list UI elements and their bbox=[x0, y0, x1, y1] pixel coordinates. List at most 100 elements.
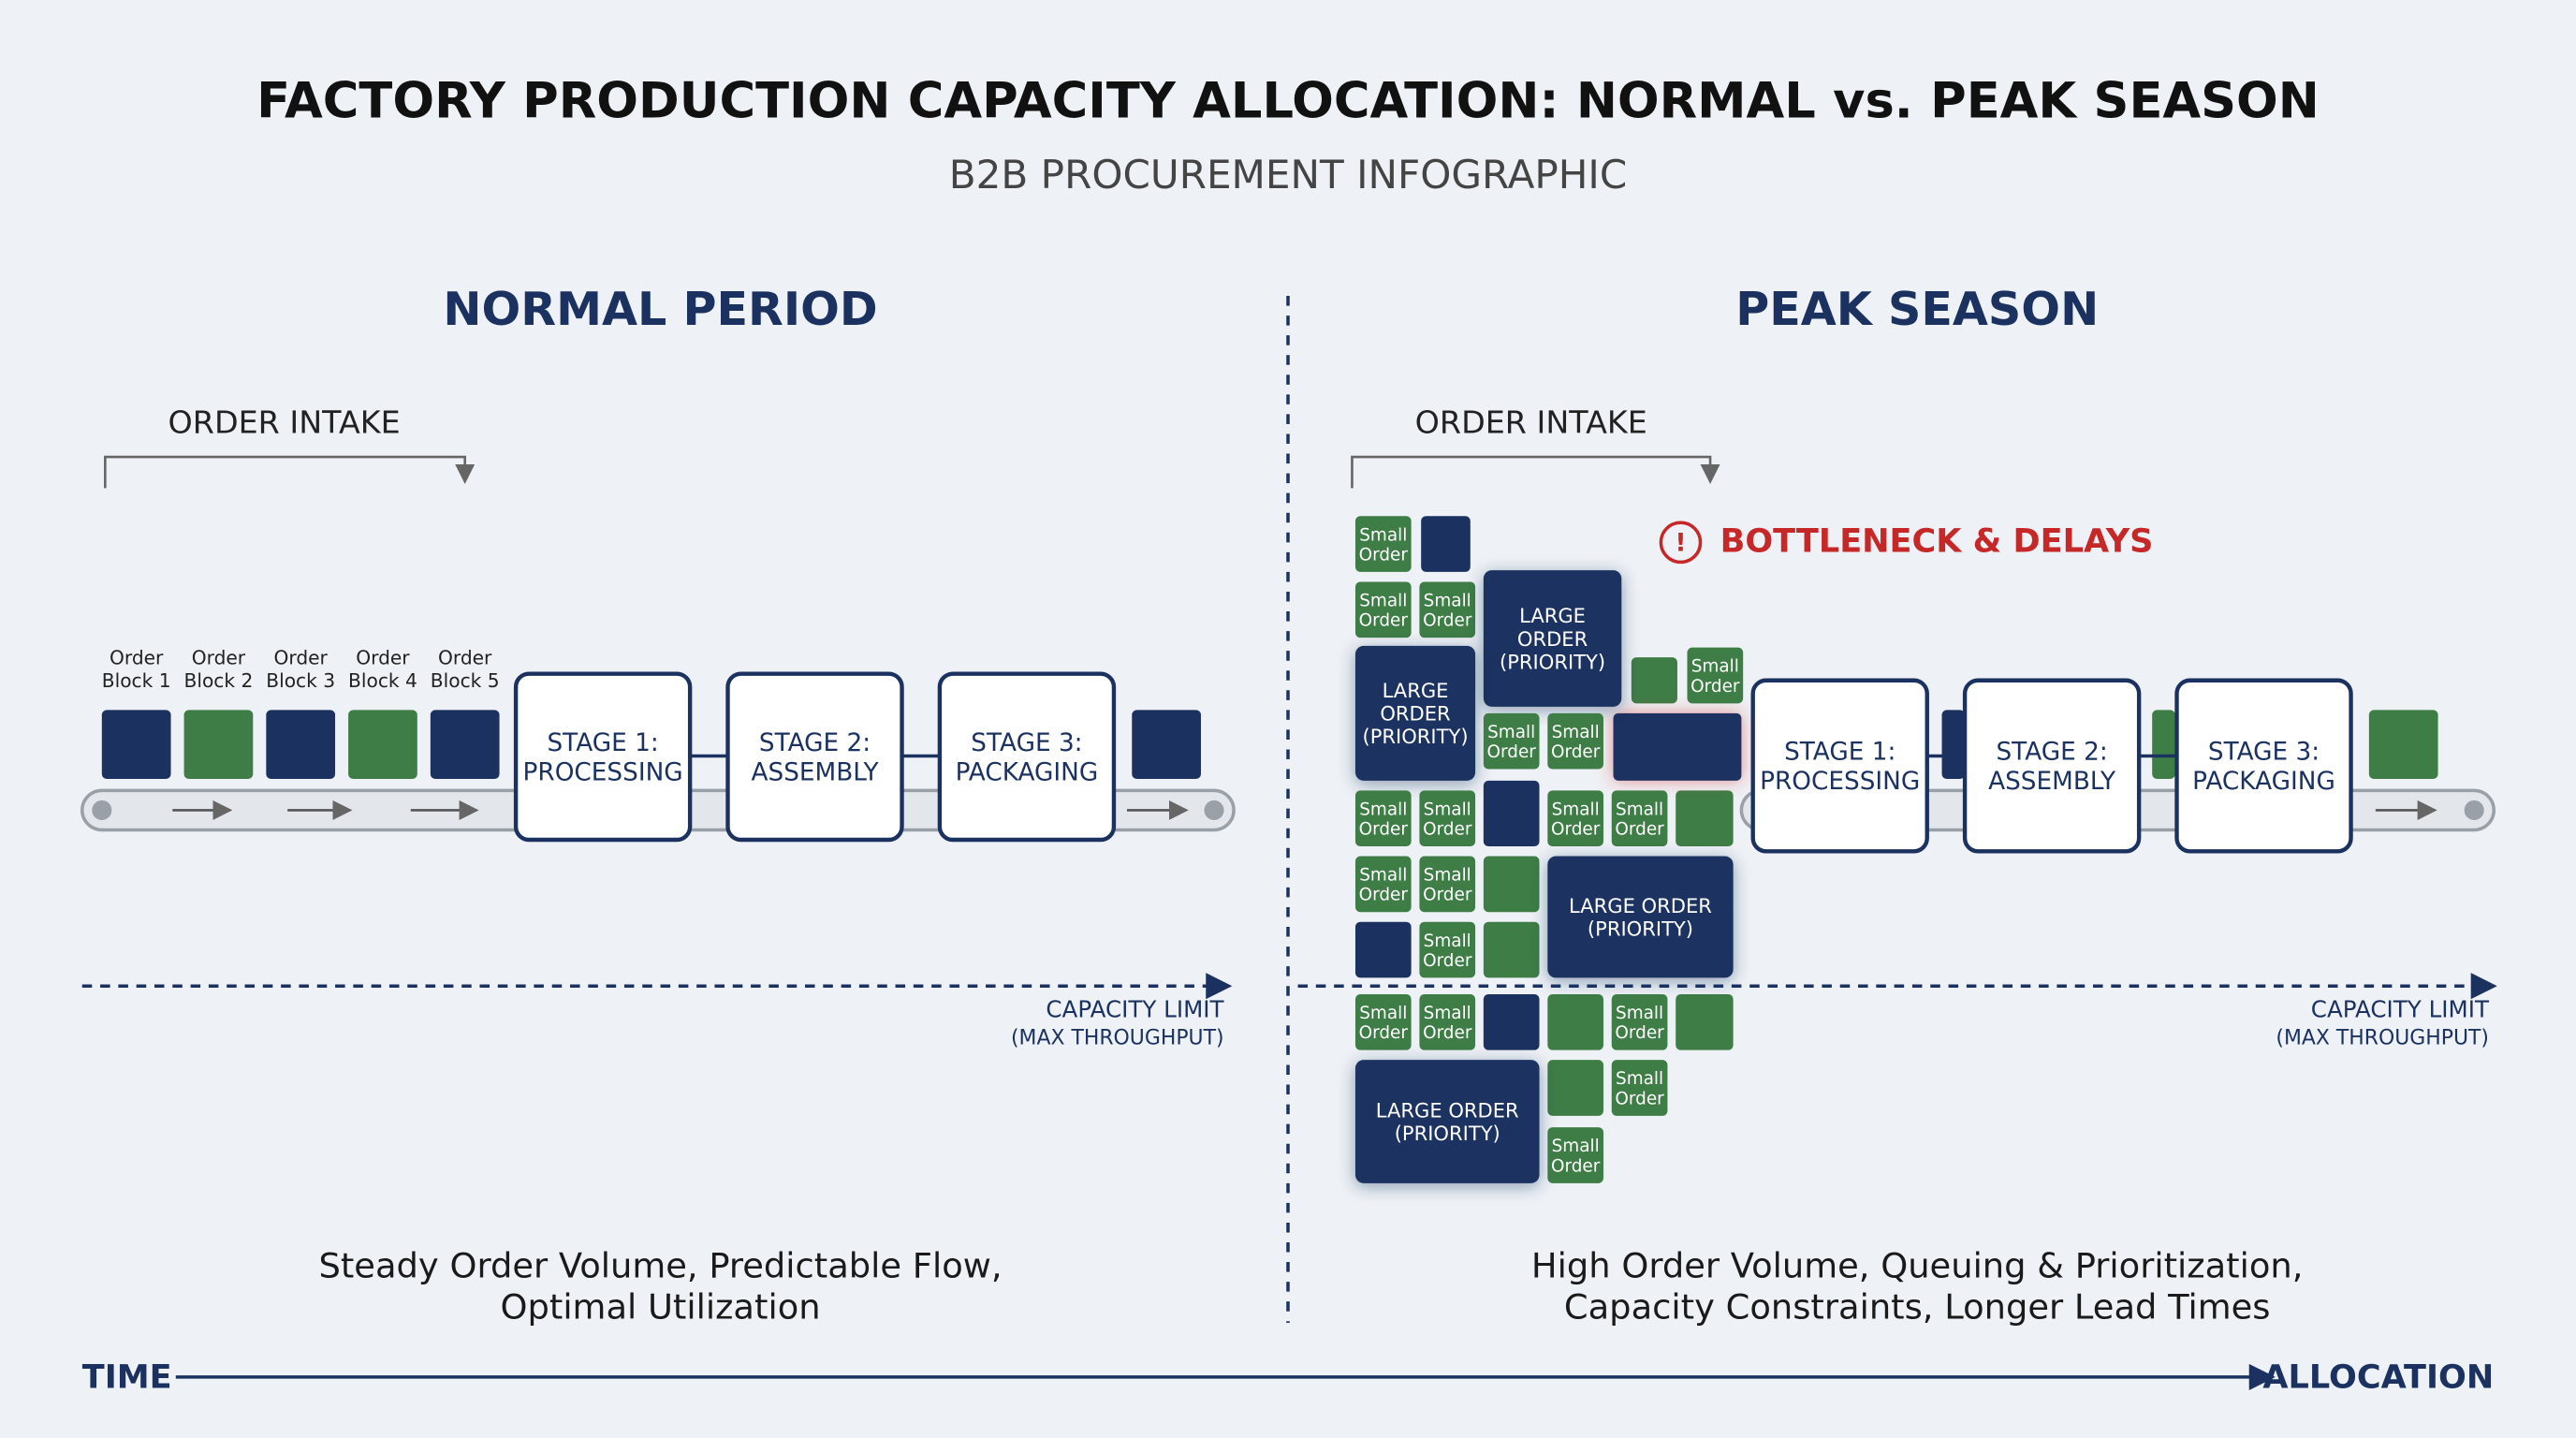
intake-bracket bbox=[1351, 455, 1720, 489]
order-label: Small bbox=[1552, 723, 1600, 742]
caption: Optimal Utilization bbox=[500, 1287, 820, 1328]
order-label: Order bbox=[1423, 611, 1472, 631]
order-block bbox=[1631, 657, 1677, 704]
order-label: Small bbox=[1359, 525, 1407, 545]
order-block bbox=[1676, 790, 1734, 847]
order-label: (PRIORITY) bbox=[1395, 1122, 1500, 1145]
order-label: Small bbox=[1691, 657, 1739, 677]
small-order bbox=[1419, 790, 1476, 847]
small-order bbox=[1354, 993, 1412, 1050]
order-block-label: Order bbox=[192, 646, 246, 668]
roller bbox=[2464, 800, 2484, 820]
order-label: Order bbox=[1487, 742, 1537, 762]
order-label: Small bbox=[1424, 592, 1471, 611]
order-block bbox=[101, 710, 171, 780]
order-label: Order bbox=[1423, 886, 1472, 905]
order-label: Small bbox=[1552, 800, 1600, 819]
order-label: (PRIORITY) bbox=[1500, 650, 1605, 673]
order-block bbox=[266, 710, 336, 780]
bottleneck-block bbox=[1613, 712, 1742, 781]
capacity-label: (MAX THROUGHPUT) bbox=[1011, 1026, 1224, 1049]
order-label: Order bbox=[1551, 1156, 1601, 1176]
small-order bbox=[1354, 516, 1412, 572]
intake-bracket bbox=[104, 455, 476, 489]
stage-label: PACKAGING bbox=[2192, 768, 2335, 796]
order-label: Order bbox=[1615, 1089, 1664, 1108]
order-label: Order bbox=[1359, 819, 1409, 839]
small-order bbox=[1419, 921, 1476, 978]
stage-label: STAGE 1: bbox=[1784, 738, 1895, 766]
order-block-label: Order bbox=[438, 646, 492, 668]
small-order bbox=[1354, 790, 1412, 847]
order-label: Order bbox=[1551, 742, 1601, 762]
order-block bbox=[348, 710, 417, 780]
small-order bbox=[1547, 790, 1603, 847]
caption: High Order Volume, Queuing & Prioritizat… bbox=[1531, 1246, 2304, 1286]
small-order bbox=[1419, 856, 1476, 913]
stage bbox=[513, 671, 693, 843]
stage-label: STAGE 3: bbox=[971, 729, 1082, 757]
large-order bbox=[1354, 645, 1476, 781]
order-label: ORDER bbox=[1380, 702, 1451, 726]
capacity-label: CAPACITY LIMIT bbox=[1046, 996, 1224, 1023]
order-label: Small bbox=[1616, 800, 1663, 819]
order-label: Order bbox=[1615, 819, 1664, 839]
order-label: Order bbox=[1423, 1023, 1472, 1043]
order-block-label: Block 3 bbox=[266, 669, 335, 692]
order-block bbox=[430, 710, 500, 780]
stage bbox=[1962, 678, 2142, 854]
order-label: LARGE ORDER bbox=[1376, 1098, 1519, 1122]
order-label: (PRIORITY) bbox=[1362, 725, 1468, 748]
caption: Steady Order Volume, Predictable Flow, bbox=[318, 1246, 1002, 1286]
order-block bbox=[183, 710, 254, 780]
small-order bbox=[1354, 856, 1412, 913]
order-block-label: Order bbox=[274, 646, 329, 668]
order-block bbox=[1483, 993, 1540, 1050]
order-block bbox=[1676, 993, 1734, 1050]
stage-label: PROCESSING bbox=[523, 758, 683, 786]
order-block bbox=[1354, 921, 1412, 978]
order-label: Small bbox=[1487, 723, 1535, 742]
axis-start: TIME bbox=[82, 1358, 172, 1397]
order-label: Order bbox=[1615, 1023, 1664, 1043]
roller bbox=[92, 800, 112, 820]
order-label: Small bbox=[1424, 1004, 1471, 1023]
order-block-label: Order bbox=[110, 646, 164, 668]
normal-heading: NORMAL PERIOD bbox=[443, 282, 877, 336]
stage bbox=[937, 671, 1117, 843]
small-order bbox=[1611, 1060, 1668, 1116]
stage bbox=[1750, 678, 1929, 854]
order-label: LARGE bbox=[1519, 604, 1586, 627]
order-label: Order bbox=[1359, 545, 1409, 565]
order-label: Small bbox=[1359, 866, 1407, 886]
order-label: Small bbox=[1359, 800, 1407, 819]
stage-label: STAGE 2: bbox=[1996, 738, 2107, 766]
order-label: Order bbox=[1551, 819, 1601, 839]
order-label: Order bbox=[1359, 886, 1409, 905]
small-order bbox=[1419, 581, 1476, 638]
order-block bbox=[2368, 710, 2438, 780]
order-label: Small bbox=[1424, 800, 1471, 819]
stage bbox=[2174, 678, 2353, 854]
order-label: Order bbox=[1690, 677, 1740, 697]
order-label: Small bbox=[1616, 1069, 1663, 1089]
intake-label: ORDER INTAKE bbox=[168, 404, 401, 440]
order-block-label: Block 1 bbox=[102, 669, 171, 692]
order-block bbox=[1483, 856, 1540, 913]
stage-label: STAGE 1: bbox=[547, 729, 658, 757]
small-order bbox=[1547, 712, 1603, 770]
order-block bbox=[1547, 993, 1603, 1050]
order-block bbox=[1941, 710, 1966, 780]
large-order bbox=[1483, 570, 1622, 707]
order-block-label: Block 2 bbox=[184, 669, 254, 692]
order-block-label: Order bbox=[356, 646, 410, 668]
order-label: (PRIORITY) bbox=[1588, 917, 1693, 941]
axis-end: ALLOCATION bbox=[2262, 1358, 2494, 1397]
order-block bbox=[1132, 710, 1201, 780]
intake-label: ORDER INTAKE bbox=[1415, 404, 1647, 440]
order-label: Small bbox=[1616, 1004, 1663, 1023]
small-order bbox=[1687, 647, 1744, 704]
order-block bbox=[2152, 710, 2175, 780]
